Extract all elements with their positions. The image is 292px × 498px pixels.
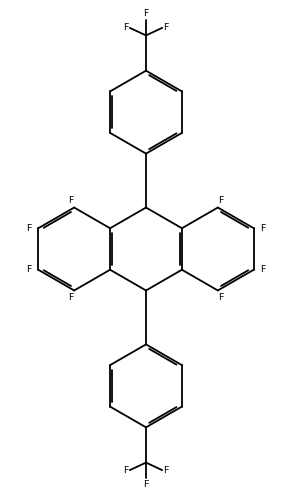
Text: F: F	[164, 23, 169, 32]
Text: F: F	[26, 265, 32, 274]
Text: F: F	[143, 480, 149, 489]
Text: F: F	[260, 224, 266, 233]
Text: F: F	[219, 293, 224, 302]
Text: F: F	[123, 23, 128, 32]
Text: F: F	[260, 265, 266, 274]
Text: F: F	[219, 196, 224, 205]
Text: F: F	[123, 466, 128, 475]
Text: F: F	[26, 224, 32, 233]
Text: F: F	[68, 293, 73, 302]
Text: F: F	[68, 196, 73, 205]
Text: F: F	[143, 9, 149, 18]
Text: F: F	[164, 466, 169, 475]
